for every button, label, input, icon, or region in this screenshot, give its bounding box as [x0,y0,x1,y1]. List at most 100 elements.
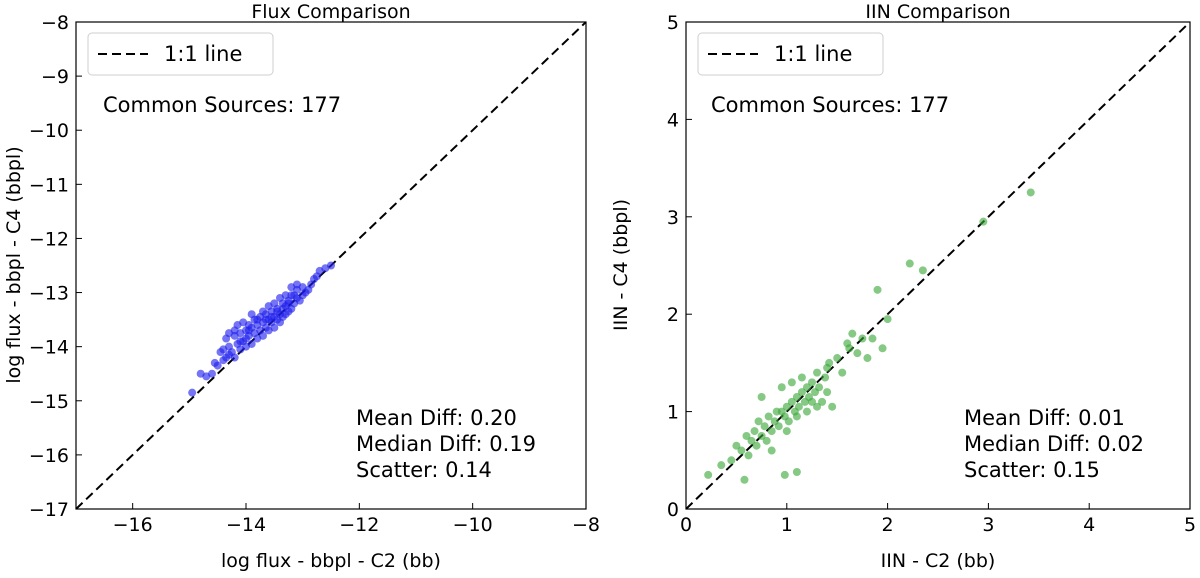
common-sources-annotation: Common Sources: 177 [711,93,949,117]
x-tick-label: −12 [339,514,379,536]
chart-title: IIN Comparison [865,1,1010,23]
median-diff-annotation: Median Diff: 0.19 [356,432,536,456]
data-point [752,441,761,450]
data-point [792,467,801,476]
iin-comparison-panel: IIN Comparison 0 1 2 3 4 5 0 1 2 3 4 5 IIN - C2 (b… [610,1,1196,572]
data-point [278,304,287,313]
data-point [270,299,279,308]
y-tick-label: 0 [667,499,679,521]
x-tick-label: 4 [1083,514,1095,536]
data-point [873,285,882,294]
data-point [760,422,769,431]
x-tick-label: −8 [572,514,600,536]
y-tick-label: −14 [29,337,69,359]
data-point [818,397,827,406]
data-point [740,475,749,484]
data-point [815,383,824,392]
legend: 1:1 line [697,32,884,76]
data-point [784,417,793,426]
y-tick-label: −8 [41,12,69,34]
data-point [813,402,822,411]
y-tick-label: −11 [29,174,69,196]
x-tick-label: 5 [1184,514,1196,536]
data-point [813,368,822,377]
y-tick-label: 3 [667,207,679,229]
data-point [208,369,216,378]
plot-frame [685,21,1191,510]
data-point [787,378,796,387]
data-point [225,350,233,359]
data-point [247,310,256,319]
y-tick-label: −15 [29,391,69,413]
y-axis-label: log flux - bbpl - C4 (bbpl) [3,146,25,383]
data-point [230,326,239,335]
data-point [259,307,267,316]
data-point [757,431,766,440]
data-point [777,383,786,392]
scatter-points [188,261,335,397]
data-point [281,291,290,300]
data-point [853,349,862,358]
data-point [905,259,914,268]
data-point [828,402,837,411]
data-point [780,470,789,479]
data-point [979,217,988,226]
data-point [727,456,736,465]
data-point [868,334,877,343]
data-point [244,326,253,335]
common-sources-annotation: Common Sources: 177 [103,93,341,117]
data-point [782,427,791,436]
data-point [858,334,867,343]
data-point [808,378,816,387]
legend-label: 1:1 line [774,42,852,66]
data-point [883,315,892,324]
data-point [704,470,713,479]
data-point [794,402,803,411]
y-tick-label: −16 [29,445,69,467]
data-point [764,412,773,421]
data-point [797,388,806,397]
data-point [767,427,776,436]
data-point [838,368,847,377]
x-axis-label: IIN - C2 (bb) [881,550,996,572]
x-tick-label: −16 [113,514,153,536]
x-tick-label: 2 [882,514,894,536]
data-point [267,312,276,321]
legend-box [697,32,884,76]
data-point [290,291,299,300]
data-point [253,315,262,324]
data-point [792,392,801,401]
legend: 1:1 line [87,32,274,76]
data-point [797,373,806,382]
scatter-annotation: Scatter: 0.14 [356,458,492,482]
y-tick-label: −9 [41,66,69,88]
x-tick-label: 0 [680,514,692,536]
median-diff-annotation: Median Diff: 0.02 [964,432,1144,456]
y-tick-label: 4 [667,109,679,131]
data-point [284,299,293,308]
data-point [782,402,791,411]
x-tick-label: −10 [453,514,493,536]
data-point [774,422,783,431]
data-point [757,392,766,401]
data-point [802,383,811,392]
plot-frame [75,21,587,510]
legend-box [87,32,274,76]
scatter-points [704,188,1035,484]
data-point [808,397,816,406]
data-point [792,412,801,421]
data-point [270,323,279,332]
y-axis-label: IIN - C4 (bbpl) [610,199,632,331]
y-tick-label: −13 [29,283,69,305]
data-point [1026,188,1035,197]
data-point [327,261,335,270]
data-point [802,407,811,416]
data-point [918,266,927,275]
data-point [767,446,776,455]
data-point [188,388,197,397]
data-point [744,451,753,460]
x-axis-ticks: −16 −14 −12 −10 −8 [113,503,600,536]
data-point [863,354,872,363]
data-point [747,436,756,445]
